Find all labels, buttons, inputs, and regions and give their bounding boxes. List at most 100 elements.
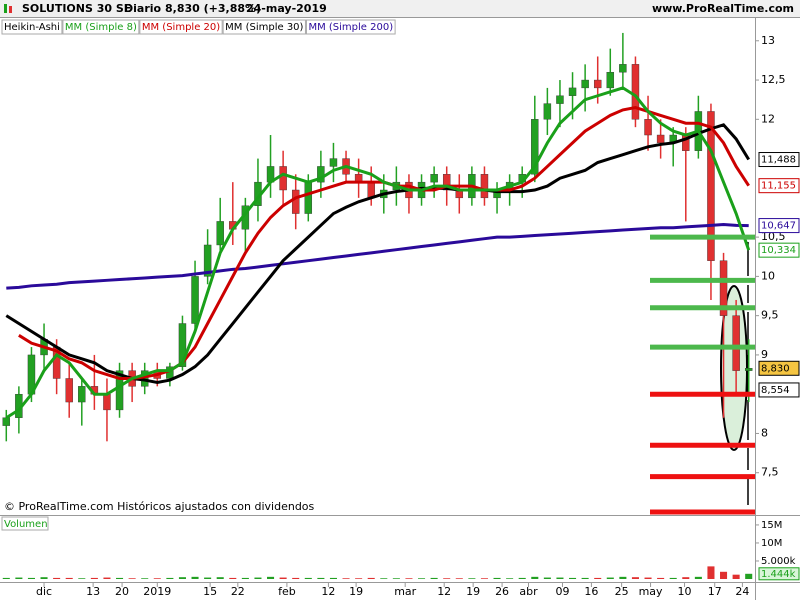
candle-body bbox=[531, 119, 539, 175]
x-tick-label: mar bbox=[394, 585, 416, 598]
volume-bar bbox=[128, 578, 136, 579]
footer: © ProRealTime.com Históricos ajustados c… bbox=[4, 500, 315, 513]
price-label: 8,830 bbox=[761, 363, 790, 374]
volume-bar bbox=[15, 577, 23, 579]
candle-body bbox=[2, 417, 11, 426]
candle-body bbox=[744, 368, 753, 371]
candle-body bbox=[543, 103, 552, 120]
volume-bar bbox=[657, 577, 665, 579]
x-tick-label: 09 bbox=[555, 585, 569, 598]
x-tick-label: 12 bbox=[321, 585, 335, 598]
legend-entry: MM (Simple 20) bbox=[142, 22, 220, 33]
volume-bar bbox=[543, 577, 551, 579]
candle-body bbox=[103, 393, 111, 411]
candle-body bbox=[329, 158, 338, 167]
candle-body bbox=[191, 276, 199, 324]
date: 24-may-2019 bbox=[246, 2, 327, 15]
volume-legend: Volumen bbox=[4, 519, 48, 530]
volume-bar bbox=[204, 577, 212, 579]
legend-box bbox=[1, 19, 63, 35]
volume-bar bbox=[606, 577, 614, 579]
volume-tick-label: 5.000k bbox=[761, 556, 796, 567]
volume-bar bbox=[27, 577, 35, 579]
legend-box bbox=[222, 19, 306, 35]
legend-entry: Heikin-Ashi bbox=[4, 22, 60, 33]
price-label-box bbox=[758, 178, 800, 194]
volume-bar bbox=[682, 577, 690, 579]
legend-entry: MM (Simple 8) bbox=[65, 22, 137, 33]
price-label: 8,554 bbox=[761, 385, 790, 396]
y-tick-label: 7,5 bbox=[761, 466, 779, 479]
period: Diario bbox=[124, 2, 162, 15]
volume-bar bbox=[191, 576, 199, 579]
price-label: 11,488 bbox=[761, 155, 796, 166]
x-tick-label: abr bbox=[519, 585, 538, 598]
x-tick-label: 17 bbox=[708, 585, 722, 598]
y-tick-label: 13 bbox=[761, 34, 775, 47]
candle-body bbox=[480, 174, 489, 199]
volume-bar bbox=[254, 577, 262, 579]
candle-body bbox=[65, 378, 73, 403]
candle-body bbox=[279, 166, 287, 191]
volume-bar bbox=[707, 566, 715, 579]
volume-bar bbox=[241, 577, 249, 579]
x-tick-label: 12 bbox=[437, 585, 451, 598]
candle-body bbox=[556, 95, 564, 104]
volume-bar bbox=[65, 577, 73, 579]
legend: Heikin-Ashi MM (Simple 8) MM (Simple 20) MM… bbox=[1, 19, 396, 35]
volume-bar bbox=[631, 577, 639, 579]
x-tick-label: 22 bbox=[231, 585, 245, 598]
y-tick-label: 10 bbox=[761, 269, 775, 282]
volume-bar bbox=[405, 578, 413, 579]
x-tick-label: 19 bbox=[349, 585, 363, 598]
candle-body bbox=[430, 174, 438, 183]
candle-body bbox=[619, 64, 627, 73]
volume-bar bbox=[745, 573, 753, 579]
title: SOLUTIONS 30 SE bbox=[22, 2, 131, 15]
candle-body bbox=[606, 71, 615, 89]
x-tick-label: 24 bbox=[735, 585, 749, 598]
volume-bar bbox=[166, 577, 174, 579]
candle-body bbox=[593, 79, 602, 89]
volume-bar bbox=[669, 577, 677, 579]
volume-bar bbox=[418, 578, 426, 579]
volume-last-label: 1.444k bbox=[761, 569, 796, 580]
ma-line bbox=[6, 223, 749, 290]
candle-body bbox=[644, 119, 652, 136]
candle-body bbox=[304, 181, 313, 214]
volume-last-box bbox=[758, 567, 800, 581]
volume-bar bbox=[292, 577, 300, 579]
x-tick-label: 26 bbox=[495, 585, 509, 598]
legend-box bbox=[62, 19, 140, 35]
volume-bar bbox=[531, 576, 539, 579]
volume-bar bbox=[355, 578, 363, 579]
volume-bar bbox=[329, 577, 337, 579]
volume-bar bbox=[569, 577, 577, 579]
legend-entry: MM (Simple 30) bbox=[225, 22, 303, 33]
volume-bar bbox=[380, 578, 388, 579]
candle-body bbox=[367, 181, 375, 199]
candle-body bbox=[216, 221, 224, 246]
volume-tick-label: 10M bbox=[761, 538, 782, 549]
volume-bar bbox=[556, 577, 564, 579]
volume-bar bbox=[317, 577, 325, 579]
x-tick-label: 2019 bbox=[143, 585, 171, 598]
price-label-box bbox=[758, 242, 800, 258]
y-tick-label: 12,5 bbox=[761, 73, 786, 86]
candle-body bbox=[568, 87, 577, 96]
legend-box bbox=[305, 19, 396, 35]
y-tick-label: 9,5 bbox=[761, 309, 779, 322]
volume-bar bbox=[216, 577, 224, 579]
volume-bar bbox=[153, 578, 161, 579]
price-label-box bbox=[758, 152, 800, 168]
icon bbox=[9, 6, 12, 13]
volume-bar bbox=[644, 577, 652, 579]
y-tick-label: 8 bbox=[761, 426, 768, 439]
x-tick-label: 10 bbox=[678, 585, 692, 598]
volume-bar bbox=[455, 578, 463, 579]
candle-body bbox=[442, 174, 451, 191]
candle-body bbox=[203, 244, 212, 277]
x-tick-label: 13 bbox=[86, 585, 100, 598]
y-tick-label: 12 bbox=[761, 112, 775, 125]
